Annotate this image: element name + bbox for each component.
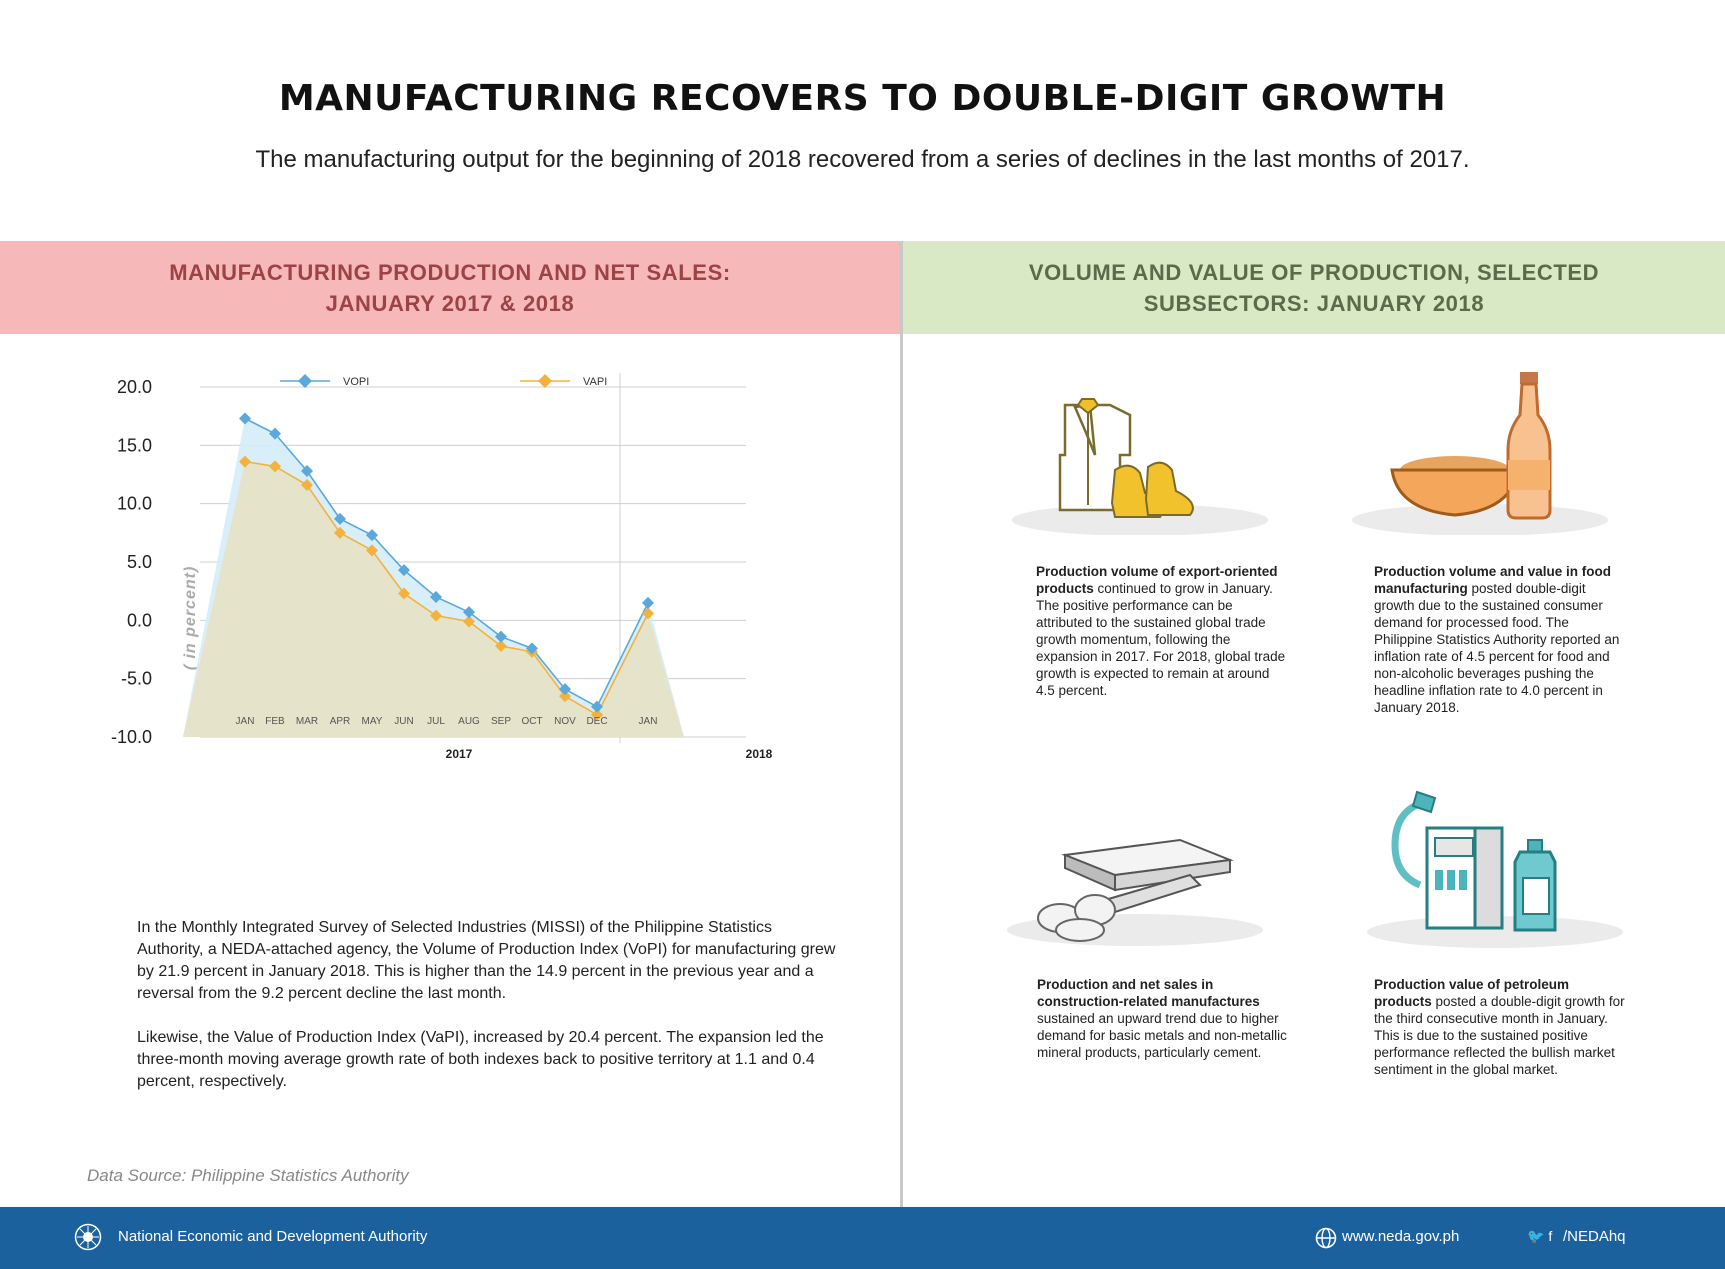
point-vapi: [269, 460, 281, 473]
x-tick-label: JAN: [236, 716, 255, 727]
point-vopi: [430, 591, 442, 603]
chart-x-ticks: JAN FEB MAR APR MAY JUN JUL AUG SEP OCT NOV DEC JAN: [236, 716, 658, 727]
export-products-description: Production volume of export-oriented pro…: [1036, 563, 1291, 699]
point-vopi: [642, 596, 654, 609]
construction-materials-icon: [1005, 830, 1265, 955]
food-manufacturing-text: posted double-digit growth due to the su…: [1374, 581, 1620, 715]
x-tick-label: JAN: [639, 716, 658, 727]
x-tick-label: MAY: [362, 716, 383, 727]
legend-label: VAPI: [583, 376, 607, 388]
point-vopi: [463, 606, 475, 619]
chart-y-axis-label: ( in percent): [182, 566, 199, 671]
x-tick-label: JUL: [427, 716, 445, 727]
year-label: 2017: [446, 747, 473, 761]
point-vopi: [398, 564, 410, 577]
x-tick-label: APR: [330, 716, 351, 727]
y-tick-label: 15.0: [117, 435, 152, 455]
point-vopi: [526, 642, 538, 655]
data-source: Data Source: Philippine Statistics Autho…: [87, 1166, 409, 1185]
x-tick-label: FEB: [265, 716, 285, 727]
petroleum-description: Production value of petroleum products p…: [1374, 976, 1629, 1078]
point-vapi: [495, 640, 507, 652]
right-section-title-line1: VOLUME AND VALUE OF PRODUCTION, SELECTED: [1028, 259, 1600, 285]
point-vapi: [334, 526, 346, 539]
right-section-header: VOLUME AND VALUE OF PRODUCTION, SELECTED…: [903, 241, 1725, 334]
apparel-footwear-icon: [1010, 395, 1270, 540]
export-products-text: continued to grow in January. The positi…: [1036, 581, 1286, 698]
petroleum-products-icon: [1365, 790, 1625, 955]
chart-points: [239, 412, 654, 721]
footer-social-handle[interactable]: /NEDAhq: [1563, 1228, 1626, 1245]
y-tick-label: 20.0: [117, 377, 152, 397]
point-vapi: [239, 455, 251, 468]
x-tick-label: AUG: [458, 716, 480, 727]
construction-description: Production and net sales in construction…: [1037, 976, 1292, 1061]
x-tick-label: MAR: [296, 716, 318, 727]
x-tick-label: NOV: [554, 716, 576, 727]
point-vapi: [366, 544, 378, 557]
right-section-title-line2: SUBSECTORS: JANUARY 2018: [1143, 290, 1485, 316]
construction-text: sustained an upward trend due to higher …: [1037, 1011, 1287, 1060]
y-tick-label: -5.0: [121, 669, 152, 689]
point-vopi: [591, 700, 603, 713]
petroleum-text: posted a double-digit growth for the thi…: [1374, 994, 1625, 1077]
neda-seal-icon: [74, 1223, 102, 1251]
chart-y-ticks: 20.0 15.0 10.0 5.0 0.0 -5.0 -10.0: [111, 377, 152, 747]
y-tick-label: 0.0: [127, 610, 152, 630]
legend-marker-vapi: [538, 374, 552, 388]
point-vopi: [559, 683, 571, 696]
x-tick-label: JUN: [394, 716, 413, 727]
chart-areas: [183, 418, 684, 737]
point-vapi: [591, 708, 603, 721]
area-vapi: [183, 461, 684, 737]
point-vopi: [366, 529, 378, 542]
petroleum-bold: Production value of petroleum products: [1374, 977, 1570, 1009]
chart-legend: VOPI VAPI: [280, 374, 607, 388]
export-products-bold: Production volume of export-oriented pro…: [1036, 564, 1278, 596]
point-vopi: [334, 512, 346, 525]
point-vopi: [269, 427, 281, 440]
chart-year-labels: 2017 2018: [446, 747, 773, 761]
footer: National Economic and Development Author…: [0, 1207, 1725, 1269]
food-beverage-icon: [1350, 370, 1610, 540]
point-vapi: [430, 609, 442, 622]
year-label: 2018: [746, 747, 773, 761]
point-vopi: [301, 465, 313, 477]
point-vopi: [495, 630, 507, 643]
food-manufacturing-bold: Production volume and value in food manu…: [1374, 564, 1612, 596]
section-divider: [900, 241, 903, 1207]
y-tick-label: -10.0: [111, 727, 152, 747]
production-growth-chart: 20.0 15.0 10.0 5.0 0.0 -5.0 -10.0 ( in percent…: [111, 373, 773, 761]
point-vapi: [398, 587, 410, 600]
x-tick-label: SEP: [491, 716, 511, 727]
page-subtitle: The manufacturing output for the beginni…: [255, 146, 1470, 173]
left-section-title-line1: MANUFACTURING PRODUCTION AND NET SALES:: [169, 259, 731, 285]
footer-organization: National Economic and Development Author…: [118, 1228, 428, 1245]
point-vapi: [301, 479, 313, 491]
left-section-title-line2: JANUARY 2017 & 2018: [325, 290, 575, 316]
body-paragraph-1: In the Monthly Integrated Survey of Sele…: [137, 919, 836, 1002]
left-section-header: MANUFACTURING PRODUCTION AND NET SALES: …: [0, 241, 900, 334]
legend-label: VOPI: [343, 376, 369, 388]
legend-marker-vopi: [298, 374, 312, 388]
x-tick-label: DEC: [586, 716, 607, 727]
footer-website-link[interactable]: www.neda.gov.ph: [1342, 1228, 1460, 1245]
point-vopi: [239, 412, 251, 425]
body-paragraph-2: Likewise, the Value of Production Index …: [137, 1029, 824, 1090]
page-title: MANUFACTURING RECOVERS TO DOUBLE-DIGIT G…: [278, 78, 1447, 119]
twitter-facebook-icon[interactable]: 🐦 f: [1527, 1228, 1553, 1244]
construction-bold: Production and net sales in construction…: [1037, 977, 1260, 1009]
y-tick-label: 5.0: [127, 552, 152, 572]
point-vapi: [559, 690, 571, 703]
x-tick-label: OCT: [521, 716, 542, 727]
food-manufacturing-description: Production volume and value in food manu…: [1374, 563, 1629, 716]
y-tick-label: 10.0: [117, 494, 152, 514]
globe-icon: [1315, 1227, 1337, 1249]
point-vapi: [463, 615, 475, 628]
